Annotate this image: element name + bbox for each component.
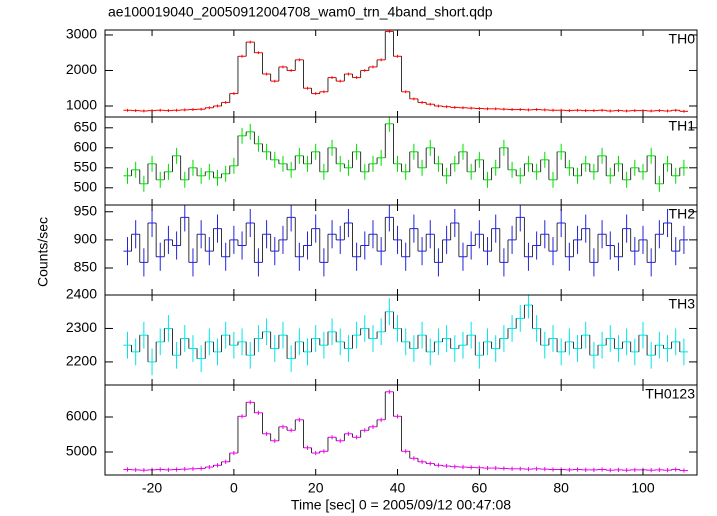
x-tick-label: 20 (308, 480, 324, 496)
panel-frame (104, 294, 698, 386)
y-tick-label: 3000 (66, 26, 97, 42)
panel-frame (104, 384, 698, 476)
x-tick-label: -20 (142, 480, 162, 496)
panel-label: TH0 (669, 31, 696, 47)
x-tick-label: 100 (631, 480, 655, 496)
y-tick-label: 900 (74, 231, 98, 247)
y-tick-label: 600 (74, 139, 98, 155)
x-tick-label: 60 (472, 480, 488, 496)
y-tick-label: 2200 (66, 353, 97, 369)
x-tick-label: 40 (390, 480, 406, 496)
y-tick-label: 2300 (66, 319, 97, 335)
panel-frame (104, 116, 698, 206)
y-tick-label: 2000 (66, 61, 97, 77)
panel-frame (104, 29, 698, 118)
y-tick-label: 2400 (66, 286, 97, 302)
y-tick-label: 950 (74, 202, 98, 218)
y-tick-label: 850 (74, 259, 98, 275)
panel-label: TH2 (669, 206, 696, 222)
y-tick-label: 1000 (66, 97, 97, 113)
panel-label: TH3 (669, 296, 696, 312)
y-axis-label: Counts/sec (35, 217, 51, 287)
y-tick-label: 550 (74, 159, 98, 175)
x-tick-label: 0 (230, 480, 238, 496)
y-tick-label: 5000 (66, 443, 97, 459)
panel-frame (104, 204, 698, 296)
y-tick-label: 6000 (66, 408, 97, 424)
panel-label: TH1 (669, 118, 696, 134)
y-tick-label: 500 (74, 179, 98, 195)
panel-label: TH0123 (645, 386, 695, 402)
chart-title: ae100019040_20050912004708_wam0_trn_4ban… (108, 4, 493, 20)
x-tick-label: 80 (553, 480, 569, 496)
x-axis-label: Time [sec] 0 = 2005/09/12 00:47:08 (291, 497, 511, 513)
y-tick-label: 650 (74, 119, 98, 135)
